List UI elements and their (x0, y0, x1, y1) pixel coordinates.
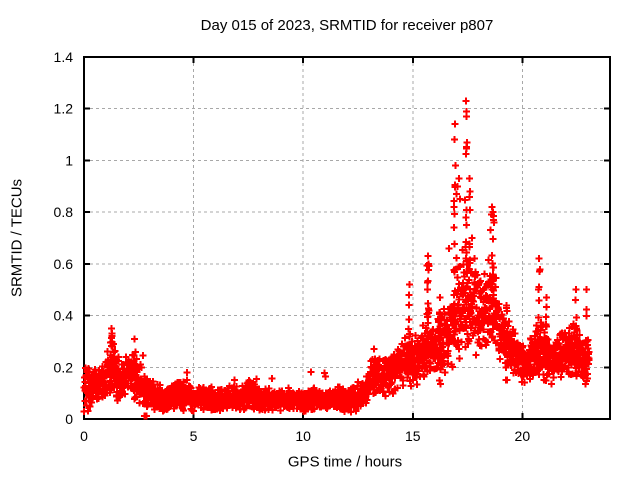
chart-title: Day 015 of 2023, SRMTID for receiver p80… (200, 17, 494, 34)
y-tick-label: 0.4 (54, 308, 74, 324)
x-tick-label: 5 (190, 428, 198, 444)
x-axis-label: GPS time / hours (287, 453, 403, 471)
data-points (80, 97, 593, 420)
y-tick-label: 1.2 (54, 101, 74, 117)
x-tick-label: 10 (295, 428, 311, 444)
x-tick-label: 0 (80, 428, 88, 444)
y-tick-label: 0.2 (54, 359, 74, 375)
x-tick-label: 20 (515, 428, 531, 444)
y-tick-label: 0.6 (54, 256, 74, 272)
plot-border (83, 56, 611, 420)
y-tick-label: 1 (65, 152, 73, 168)
y-tick-label: 1.4 (54, 49, 74, 65)
x-tick-label: 15 (405, 428, 421, 444)
y-tick-label: 0.8 (54, 204, 74, 220)
y-tick-label: 0 (65, 411, 73, 427)
